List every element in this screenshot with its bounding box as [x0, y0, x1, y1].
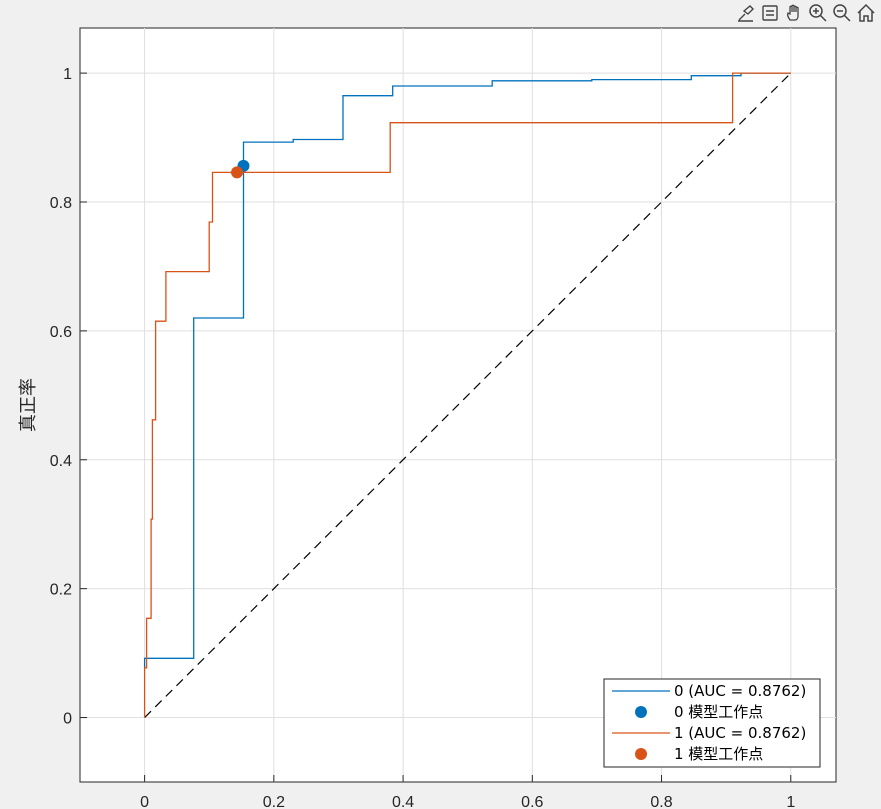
- axes-toolbar: [735, 0, 881, 26]
- zoom-out-icon[interactable]: [831, 2, 853, 24]
- operating-point-3: [231, 166, 244, 179]
- pan-hand-icon[interactable]: [783, 2, 805, 24]
- legend-marker-swatch: [635, 748, 647, 760]
- legend[interactable]: 0 (AUC = 0.8762) 0 模型工作点 1 (AUC = 0.8762) 1…: [603, 678, 821, 768]
- y-tick-label: 0.2: [50, 582, 72, 599]
- legend-marker-swatch: [635, 706, 647, 718]
- y-axis: 0 0.2 0.4 0.6 0.8 1: [50, 66, 87, 728]
- legend-entry-label: 1 (AUC = 0.8762): [674, 724, 806, 742]
- x-tick-label: 1: [786, 794, 795, 809]
- y-tick-label: 1: [63, 66, 72, 83]
- legend-entry-label: 1 模型工作点: [674, 745, 763, 763]
- series-group: [143, 72, 791, 718]
- x-tick-label: 0.6: [521, 794, 543, 809]
- legend-entry-label: 0 (AUC = 0.8762): [674, 682, 806, 700]
- legend-entry-label: 0 模型工作点: [674, 703, 763, 721]
- roc-curve-2: [143, 72, 791, 718]
- x-tick-label: 0.2: [263, 794, 285, 809]
- y-axis-label: 真正率: [18, 378, 39, 432]
- y-tick-label: 0.8: [50, 195, 72, 212]
- zoom-in-icon[interactable]: [807, 2, 829, 24]
- data-tips-icon[interactable]: [759, 2, 781, 24]
- home-icon[interactable]: [855, 2, 877, 24]
- roc-curve-0: [143, 72, 791, 668]
- diagonal-reference-line: [144, 72, 792, 718]
- x-tick-label: 0: [140, 794, 149, 809]
- grid: [80, 28, 836, 782]
- x-axis: 0 0.2 0.4 0.6 0.8 1: [140, 775, 795, 809]
- y-tick-label: 0.6: [50, 324, 72, 341]
- y-tick-label: 0: [63, 711, 72, 728]
- brush-icon[interactable]: [735, 2, 757, 24]
- x-tick-label: 0.8: [650, 794, 672, 809]
- y-tick-label: 0.4: [50, 453, 72, 470]
- reference-line: [144, 72, 792, 718]
- x-tick-label: 0.4: [392, 794, 414, 809]
